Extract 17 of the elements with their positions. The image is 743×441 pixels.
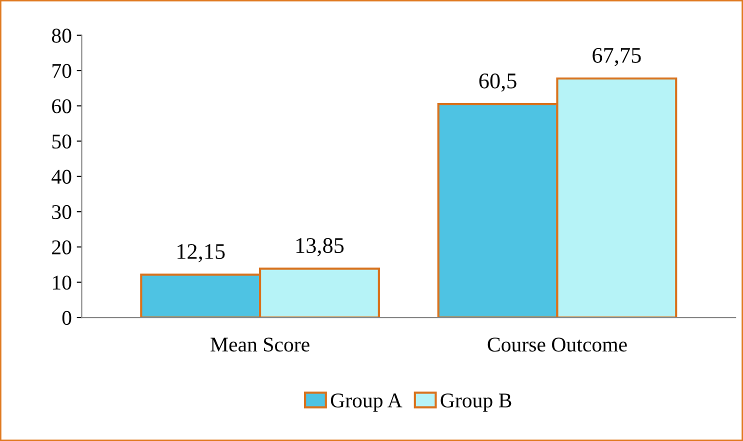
legend-label: Group B xyxy=(440,394,512,412)
y-tick-label: 0 xyxy=(62,310,72,325)
y-tick-label: 10 xyxy=(53,276,72,290)
data-label: 12,15 xyxy=(178,244,225,262)
data-label: 60,5 xyxy=(479,73,516,92)
y-tick-label: 80 xyxy=(52,28,72,43)
y-tick-label: 70 xyxy=(52,64,72,78)
y-tick-label: 50 xyxy=(52,134,72,149)
y-tick-label: 30 xyxy=(52,205,72,220)
y-tick-label: 20 xyxy=(52,240,72,254)
x-tick-label: Mean Score xyxy=(210,338,310,352)
y-tick-label: 40 xyxy=(52,170,72,184)
legend-label: Group A xyxy=(330,394,402,412)
data-label: 67,75 xyxy=(592,48,641,66)
data-label: 13,85 xyxy=(296,238,344,256)
x-tick-label: Course Outcome xyxy=(488,338,627,352)
y-tick-label: 60 xyxy=(52,99,72,114)
